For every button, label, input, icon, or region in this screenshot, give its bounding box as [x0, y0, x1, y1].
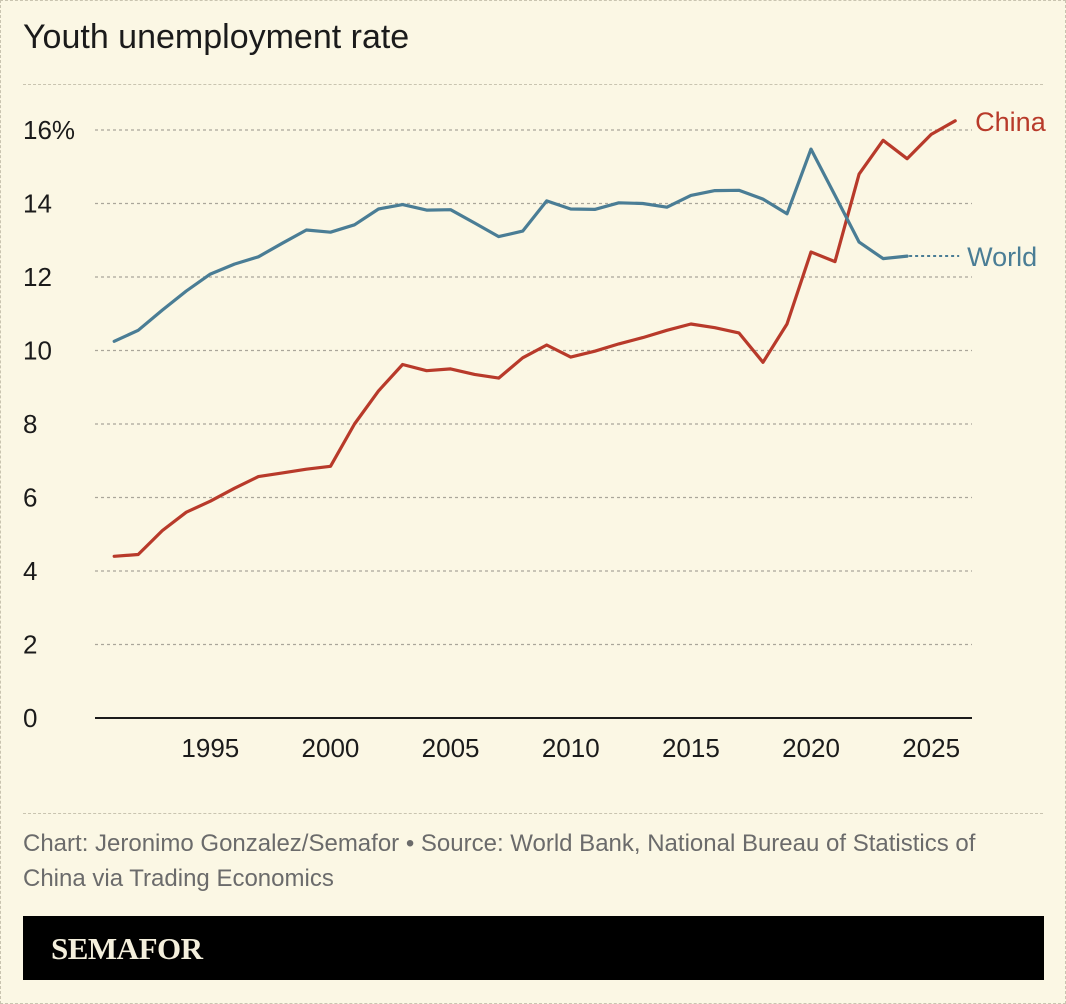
brand-bar: SEMAFOR	[23, 916, 1044, 980]
caption-divider	[23, 813, 1043, 814]
y-tick-label: 0	[23, 703, 37, 733]
china-series-line	[112, 119, 957, 558]
x-tick-label: 2000	[302, 733, 360, 763]
y-tick-label: 8	[23, 409, 37, 439]
x-tick-label: 2005	[422, 733, 480, 763]
source-caption: Chart: Jeronimo Gonzalez/Semafor • Sourc…	[23, 830, 976, 892]
y-tick-label: 6	[23, 483, 37, 513]
title-divider	[23, 84, 1043, 85]
x-tick-label: 2025	[902, 733, 960, 763]
x-tick-label: 1995	[181, 733, 239, 763]
x-tick-label: 2010	[542, 733, 600, 763]
y-tick-label: 12	[23, 262, 52, 292]
y-tick-label: 10	[23, 336, 52, 366]
world-series-label: World	[967, 242, 1037, 272]
line-chart: 0 2 4 6 8 10 12 14 16% 1995 2000 2005 2010 2015 2020 20…	[23, 107, 1047, 763]
y-tick-label: 4	[23, 556, 37, 586]
y-tick-label: 16%	[23, 115, 75, 145]
x-tick-label: 2015	[662, 733, 720, 763]
chart-title: Youth unemployment rate	[23, 18, 410, 56]
world-series-line	[112, 147, 909, 343]
y-tick-label: 14	[23, 189, 52, 219]
y-tick-label: 2	[23, 630, 37, 660]
x-tick-label: 2020	[782, 733, 840, 763]
china-series-label: China	[975, 107, 1047, 137]
semafor-logo: SEMAFOR	[51, 931, 203, 966]
